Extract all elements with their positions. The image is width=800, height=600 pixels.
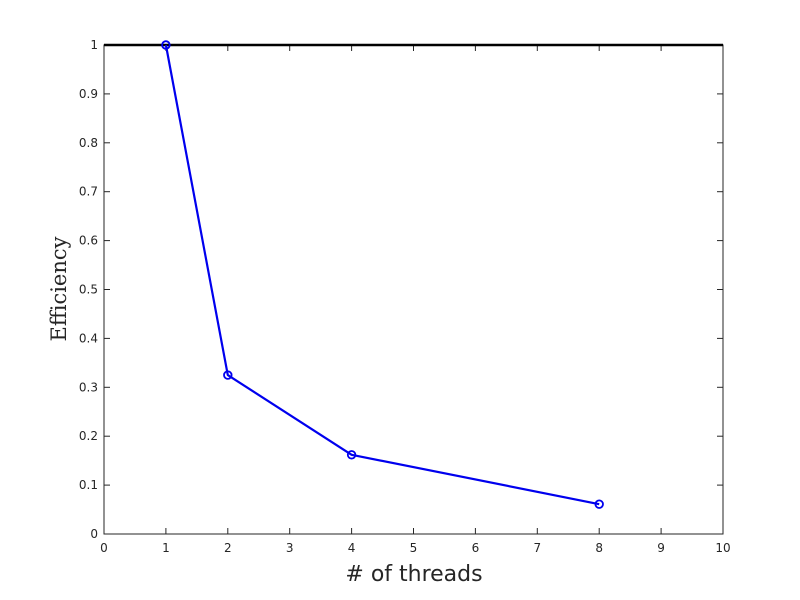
x-tick-label: 6 bbox=[472, 541, 480, 555]
x-tick-label: 0 bbox=[100, 541, 108, 555]
data-point bbox=[161, 40, 171, 50]
y-tick-label: 0.1 bbox=[79, 478, 98, 492]
y-tick-label: 0.7 bbox=[79, 185, 98, 199]
y-axis-label: Efficiency bbox=[47, 236, 71, 341]
axis-ticks: 0 1 2 3 4 5 6 7 8 9 10 0 0.1 0.2 0.3 0.4 0.5 0.6 0.7 0.8 0.9… bbox=[79, 38, 731, 555]
y-tick-label: 0.3 bbox=[79, 380, 98, 394]
y-tick-label: 1 bbox=[90, 38, 98, 52]
x-tick-label: 8 bbox=[595, 541, 603, 555]
x-tick-label: 3 bbox=[286, 541, 294, 555]
y-tick-label: 0.2 bbox=[79, 429, 98, 443]
x-tick-label: 4 bbox=[348, 541, 356, 555]
data-point bbox=[223, 370, 233, 380]
y-tick-label: 0.9 bbox=[79, 87, 98, 101]
y-tick-label: 0.8 bbox=[79, 136, 98, 150]
x-tick-label: 5 bbox=[410, 541, 418, 555]
x-axis-label: # of threads bbox=[345, 562, 482, 587]
data-series bbox=[161, 40, 604, 509]
x-tick-label: 9 bbox=[657, 541, 665, 555]
plot-area bbox=[103, 44, 724, 535]
y-tick-label: 0 bbox=[90, 527, 98, 541]
data-point bbox=[346, 450, 357, 460]
series-line bbox=[164, 44, 600, 506]
x-tick-label: 7 bbox=[533, 541, 541, 555]
y-tick-label: 0.5 bbox=[79, 283, 98, 297]
x-tick-label: 10 bbox=[715, 541, 730, 555]
x-tick-label: 1 bbox=[162, 541, 170, 555]
x-tick-label: 2 bbox=[224, 541, 232, 555]
y-tick-label: 0.6 bbox=[79, 234, 98, 248]
data-point bbox=[594, 499, 604, 509]
y-tick-label: 0.4 bbox=[79, 331, 98, 345]
